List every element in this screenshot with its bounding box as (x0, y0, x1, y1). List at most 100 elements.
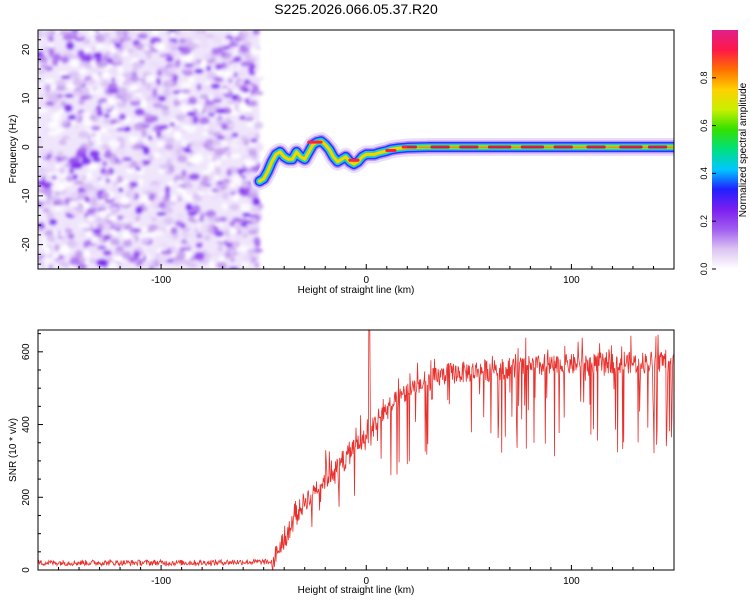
noise-blob (122, 157, 133, 162)
noise-blob (48, 47, 54, 57)
noise-blob (110, 238, 120, 246)
spectrogram-frame (37, 29, 675, 270)
noise-blob (191, 153, 203, 160)
noise-blob (204, 138, 213, 148)
noise-blob (209, 263, 216, 269)
noise-blob (71, 209, 79, 217)
noise-blob (57, 151, 64, 156)
noise-blob (73, 180, 84, 185)
noise-blob (86, 162, 99, 171)
noise-blob (253, 236, 261, 245)
noise-blob (250, 217, 257, 224)
noise-blob (183, 148, 193, 153)
noise-blob (185, 181, 191, 187)
noise-blob (93, 116, 99, 122)
noise-blob (50, 195, 61, 202)
noise-blob (217, 69, 223, 78)
signal-track (250, 132, 674, 191)
noise-blob (64, 222, 72, 228)
noise-blob (202, 224, 209, 233)
noise-blob (102, 160, 108, 167)
noise-blob (186, 111, 196, 117)
noise-blob (196, 83, 202, 91)
noise-blob (132, 232, 139, 239)
noise-blob (229, 257, 236, 263)
noise-blob (170, 31, 176, 39)
noise-blob (99, 191, 110, 200)
noise-blob (163, 88, 171, 98)
noise-blob (254, 132, 260, 140)
noise-blob (240, 179, 248, 189)
noise-blob (221, 61, 227, 70)
noise-blob (217, 245, 224, 252)
noise-blob (151, 30, 160, 37)
noise-blob (129, 197, 140, 207)
noise-blob (108, 139, 121, 149)
noise-blob (188, 96, 198, 105)
noise-blob (153, 41, 165, 50)
noise-blob (136, 33, 149, 40)
noise-blob (136, 139, 143, 145)
noise-blob (181, 169, 187, 177)
noise-blob (116, 175, 124, 184)
noise-blob (145, 50, 152, 60)
noise-blob (188, 76, 196, 84)
noise-blob (54, 243, 60, 252)
noise-blob (61, 135, 71, 140)
noise-blob (62, 120, 69, 126)
noise-blob (46, 235, 56, 243)
noise-blob (39, 256, 52, 264)
noise-blob (152, 88, 158, 97)
noise-blob (135, 150, 144, 157)
noise-blob (242, 86, 250, 94)
noise-blob (182, 191, 188, 200)
noise-blob (103, 170, 112, 176)
noise-blob (245, 34, 257, 40)
noise-blob (175, 113, 187, 119)
noise-blob (44, 78, 55, 83)
noise-blob (84, 249, 91, 259)
noise-blob (47, 130, 60, 136)
noise-blob (250, 95, 261, 100)
noise-blob (139, 237, 151, 244)
noise-blob (173, 99, 180, 107)
noise-blob (88, 90, 98, 95)
noise-blob (142, 138, 150, 147)
noise-blob (225, 60, 232, 68)
noise-blob (165, 203, 171, 212)
noise-blob (196, 58, 202, 64)
noise-blob (141, 128, 148, 138)
y-tick-label: 400 (21, 416, 32, 433)
noise-blob (212, 92, 225, 100)
noise-blob (221, 202, 228, 210)
noise-blob (38, 108, 48, 114)
noise-blob (185, 37, 193, 46)
noise-blob (244, 160, 251, 168)
noise-blob (156, 69, 163, 77)
noise-blob (209, 171, 216, 179)
noise-blob (252, 30, 260, 36)
noise-blob (72, 78, 84, 87)
noise-blob (228, 266, 239, 269)
noise-blob (210, 83, 221, 90)
noise-blob (156, 178, 164, 184)
noise-blob (205, 105, 217, 114)
noise-blob (45, 163, 56, 172)
noise-blob (247, 131, 254, 140)
noise-blob (232, 217, 243, 223)
noise-blob (106, 128, 117, 134)
noise-blob (212, 35, 223, 44)
noise-blob (174, 133, 183, 141)
noise-blob (152, 102, 163, 109)
noise-blob (135, 43, 145, 51)
noise-blob (209, 194, 221, 200)
y-tick-label: -10 (21, 188, 32, 203)
noise-blob (121, 30, 130, 34)
noise-blob (239, 115, 246, 121)
noise-blob (38, 188, 45, 193)
noise-blob (89, 198, 98, 207)
noise-blob (198, 215, 205, 223)
noise-blob (147, 134, 153, 141)
y-tick-label: 20 (21, 44, 32, 56)
